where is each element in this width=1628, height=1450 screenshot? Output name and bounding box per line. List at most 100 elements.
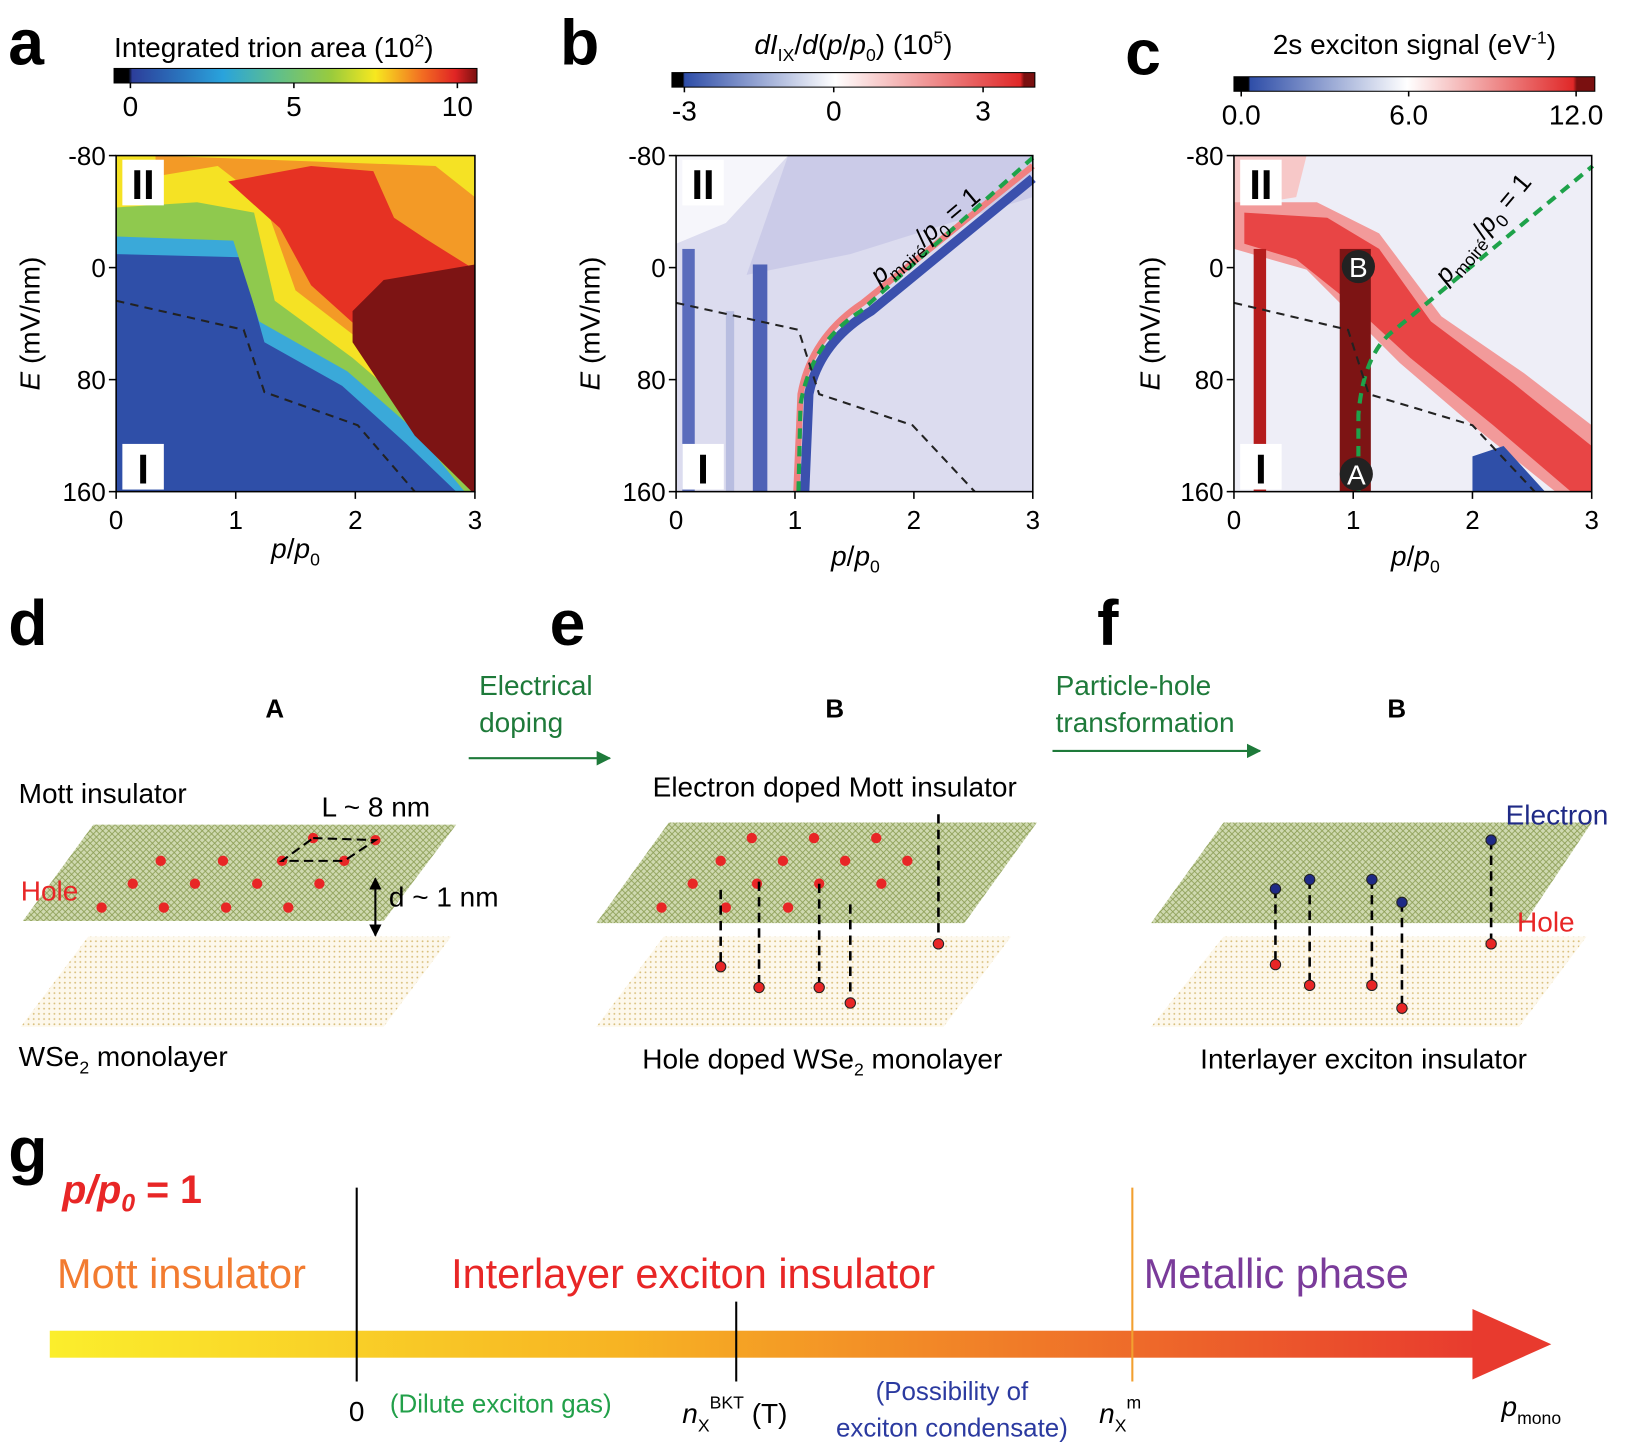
colorbar-tick-label: 0: [123, 91, 139, 122]
x-tick-label: 3: [1026, 507, 1040, 535]
state-label: B: [1387, 696, 1406, 724]
layer-label: Mott insulator: [19, 778, 187, 809]
panel-b: b dIIX/d(p/p0) (105) pmoiré/p0 = 1 II I …: [560, 6, 1036, 577]
region-label: I: [1255, 445, 1267, 492]
heatmap: [115, 154, 476, 493]
transition: Electrical doping: [468, 670, 612, 766]
colorbar-tick-label: 5: [286, 91, 302, 122]
panel-letter: f: [1097, 587, 1119, 659]
colorbar-tick-label: 3: [975, 95, 991, 126]
mark-label: exciton condensate): [836, 1415, 1068, 1443]
transition-label: doping: [479, 707, 563, 738]
mark-label: (Dilute exciton gas): [390, 1391, 612, 1419]
caption: Interlayer exciton insulator: [1200, 1043, 1527, 1074]
mark-label: nXm: [1099, 1393, 1141, 1436]
x-axis-label: p/p0: [270, 533, 320, 569]
state-label: B: [825, 696, 844, 724]
colorbar-tick-label: 0: [826, 95, 842, 126]
state-label: A: [265, 696, 284, 724]
panel-letter: c: [1125, 17, 1161, 89]
colorbar-tick-label: -3: [672, 95, 697, 126]
colorbar: [113, 67, 478, 84]
x-tick-label: 3: [468, 507, 482, 535]
y-axis-label: E (mV/nm): [14, 257, 45, 391]
point-label: B: [1349, 252, 1368, 283]
x-tick-label: 3: [1584, 507, 1598, 535]
y-tick-label: 160: [622, 479, 665, 507]
transition-label: Particle-hole: [1056, 670, 1212, 701]
panel-g: g p/p0 = 1 Mott insulator Interlayer exc…: [8, 1114, 1561, 1442]
panel-f: f B Electron Hole Interlayer exciton ins…: [1097, 587, 1608, 1074]
panel-c: c 2s exciton signal (eV-1) B A pmoiré/p0…: [1125, 17, 1596, 577]
particle-label: Electron: [1506, 800, 1609, 831]
period-label: L ~ 8 nm: [321, 791, 430, 822]
y-axis-label: E (mV/nm): [1134, 257, 1165, 391]
panel-e: e B Electron doped Mott insulator Hole d…: [550, 587, 1037, 1080]
x-tick-label: 0: [1227, 507, 1241, 535]
mark-label: nXBKT (T): [682, 1393, 787, 1436]
point-label: A: [1347, 459, 1366, 490]
transition: Particle-hole transformation: [1052, 670, 1262, 759]
condition: p/p0 = 1: [61, 1168, 202, 1217]
colorbar-label: 2s exciton signal (eV-1): [1273, 28, 1556, 60]
transition-label: Electrical: [479, 670, 593, 701]
region-label: II: [132, 161, 155, 208]
panel-letter: e: [550, 587, 586, 659]
y-tick-label: 80: [77, 367, 106, 395]
y-tick-label: 80: [637, 367, 666, 395]
layer-label: WSe2 monolayer: [19, 1041, 228, 1077]
y-tick-label: 0: [651, 255, 665, 283]
x-tick-label: 1: [1346, 507, 1360, 535]
panel-letter: g: [8, 1114, 47, 1186]
y-tick-label: -80: [628, 143, 665, 171]
x-tick-label: 2: [348, 507, 362, 535]
axis-label: pmono: [1500, 1391, 1561, 1428]
heatmap: [675, 154, 1036, 493]
x-tick-label: 0: [109, 507, 123, 535]
region-label: I: [137, 445, 149, 492]
x-tick-label: 2: [907, 507, 921, 535]
colorbar: [671, 72, 1036, 88]
y-tick-label: 160: [63, 479, 106, 507]
heatmap: [1233, 154, 1595, 493]
x-tick-label: 1: [229, 507, 243, 535]
colorbar: [1233, 76, 1596, 92]
y-tick-label: 0: [1209, 255, 1223, 283]
layer-label: Electron doped Mott insulator: [653, 772, 1017, 803]
region-label: I: [697, 445, 709, 492]
mark-label: (Possibility of: [876, 1378, 1029, 1406]
x-tick-label: 2: [1465, 507, 1479, 535]
transition-label: transformation: [1056, 707, 1235, 738]
colorbar-tick-label: 6.0: [1389, 99, 1428, 130]
y-tick-label: 0: [91, 255, 105, 283]
panel-a: a Integrated trion area (102) II I p/p0 …: [8, 6, 478, 569]
y-tick-label: 160: [1180, 479, 1223, 507]
spacing-label: d ~ 1 nm: [389, 882, 499, 913]
particle-label: Hole: [1517, 906, 1575, 937]
mark-label: 0: [349, 1396, 365, 1427]
phase-label: Metallic phase: [1144, 1250, 1409, 1297]
panel-letter: b: [560, 6, 599, 78]
particle-label: Hole: [21, 875, 79, 906]
layer-label: Hole doped WSe2 monolayer: [642, 1043, 1002, 1079]
colorbar-tick-label: 0.0: [1222, 99, 1261, 130]
y-tick-label: 80: [1195, 367, 1224, 395]
x-axis-label: p/p0: [1390, 540, 1440, 576]
panel-d: d A Mott insulator L ~ 8 nm Hole d ~ 1 n…: [8, 587, 498, 1077]
y-tick-label: -80: [1186, 143, 1223, 171]
y-axis-label: E (mV/nm): [574, 257, 605, 391]
phase-label: Interlayer exciton insulator: [451, 1250, 935, 1297]
x-tick-label: 1: [788, 507, 802, 535]
phase-label: Mott insulator: [57, 1250, 306, 1297]
y-tick-label: -80: [68, 143, 105, 171]
panel-letter: a: [8, 6, 45, 78]
region-label: II: [1249, 161, 1272, 208]
colorbar-label: Integrated trion area (102): [114, 31, 434, 63]
colorbar-label: dIIX/d(p/p0) (105): [754, 28, 952, 66]
colorbar-tick-label: 10: [442, 91, 473, 122]
colorbar-tick-label: 12.0: [1549, 99, 1603, 130]
x-axis-label: p/p0: [830, 540, 880, 576]
x-tick-label: 0: [669, 507, 683, 535]
region-label: II: [692, 161, 715, 208]
